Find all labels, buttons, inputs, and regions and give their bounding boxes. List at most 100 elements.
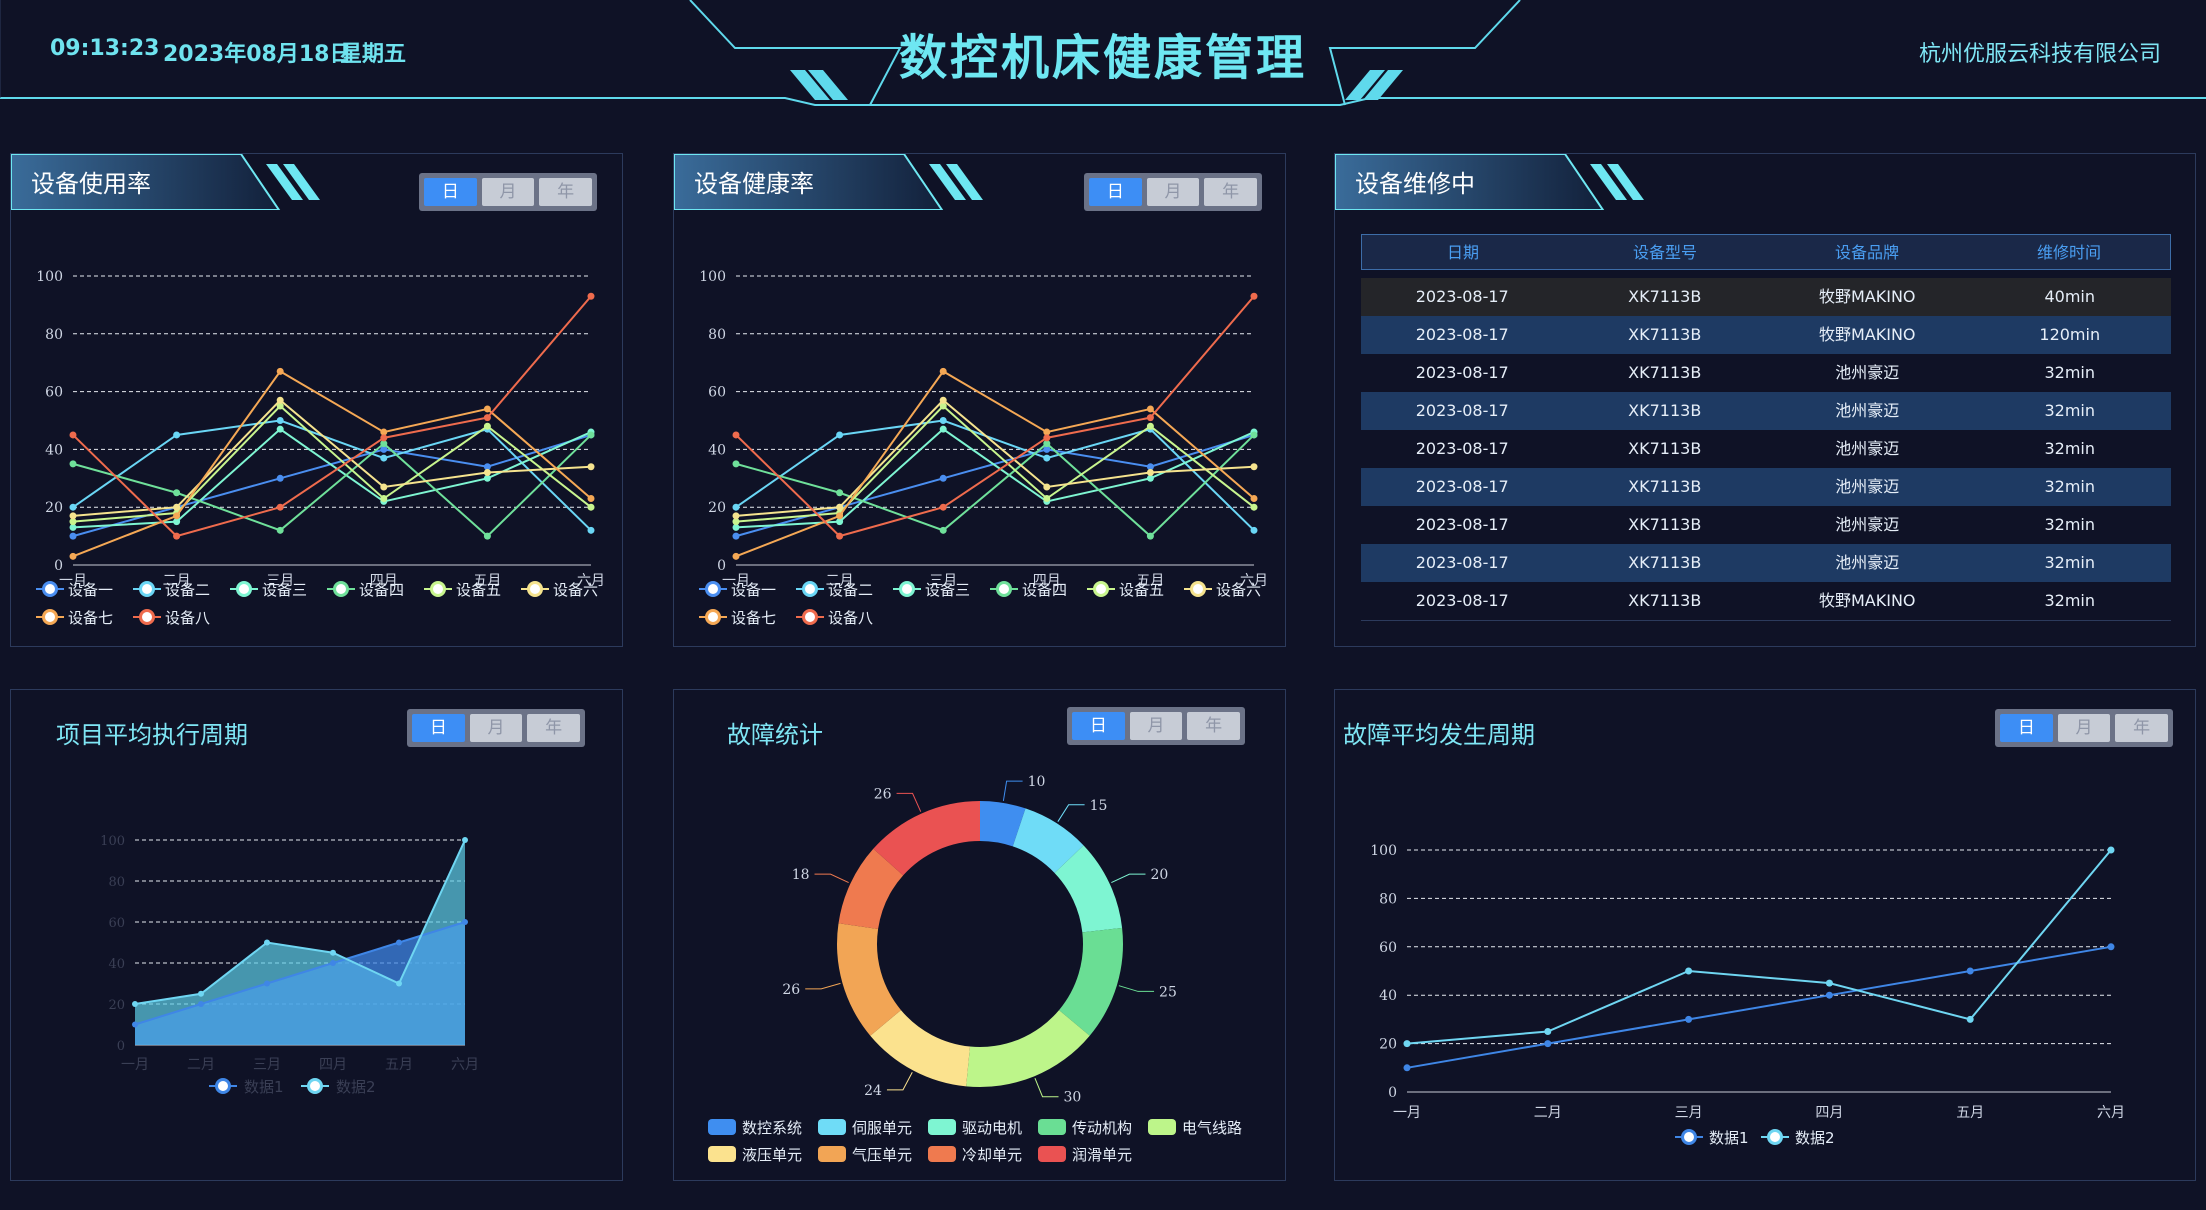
- x-tick-label: 六月: [451, 1057, 479, 1073]
- table-row[interactable]: 2023-08-17 XK7113B 池州豪迈 32min: [1361, 544, 2171, 582]
- data-point: [1043, 440, 1051, 448]
- day-button[interactable]: 日: [1089, 178, 1142, 206]
- data-point: [939, 417, 947, 424]
- legend-label: 设备八: [828, 609, 873, 627]
- month-button[interactable]: 月: [2057, 714, 2111, 742]
- page-title: 数控机床健康管理: [898, 30, 1307, 86]
- legend-marker: [996, 581, 1012, 597]
- day-button[interactable]: 日: [424, 178, 477, 206]
- table-row[interactable]: 2023-08-17 XK7113B 池州豪迈 32min: [1361, 468, 2171, 506]
- data-point: [380, 495, 388, 503]
- year-button[interactable]: 年: [1204, 178, 1258, 206]
- series-line: [72, 398, 592, 517]
- legend-label: 润滑单元: [1072, 1146, 1132, 1164]
- series-line: [735, 370, 1255, 558]
- legend-marker: [899, 581, 915, 597]
- legend-label: 设备一: [731, 581, 776, 599]
- data-point: [1043, 434, 1051, 442]
- table-row[interactable]: 2023-08-17 XK7113B 池州豪迈 32min: [1361, 392, 2171, 430]
- legend-swatch: [928, 1146, 956, 1162]
- year-button[interactable]: 年: [539, 178, 593, 206]
- cell-date: 2023-08-17: [1415, 515, 1509, 534]
- data-point: [1825, 979, 1833, 987]
- x-tick-label: 一月: [722, 573, 750, 589]
- table-row[interactable]: 2023-08-17 XK7113B 池州豪迈 32min: [1361, 354, 2171, 392]
- cell-model: XK7113B: [1628, 401, 1702, 420]
- y-tick-label: 20: [708, 500, 726, 516]
- cell-date: 2023-08-17: [1415, 439, 1509, 458]
- month-button[interactable]: 月: [1129, 712, 1183, 740]
- legend-swatch: [818, 1146, 846, 1162]
- usage-line-chart: 020406080100一月 二月 三月 四月 五月 六月设备一 设备二 设备三 设备四 设备五设…: [36, 269, 605, 627]
- data-point: [69, 503, 77, 511]
- table-row[interactable]: 2023-08-17 XK7113B 牧野MAKINO 32min: [1361, 582, 2171, 621]
- table-row[interactable]: 2023-08-17 XK7113B 池州豪迈 32min: [1361, 506, 2171, 544]
- series-line: [72, 434, 592, 538]
- data-point: [836, 518, 844, 526]
- cell-brand: 牧野MAKINO: [1818, 591, 1916, 610]
- table-row[interactable]: 2023-08-17 XK7113B 牧野MAKINO 120min: [1361, 316, 2171, 354]
- label-leader: [1111, 873, 1146, 884]
- slice-value-label: 25: [1159, 984, 1177, 1000]
- cell-date: 2023-08-17: [1415, 325, 1509, 344]
- x-tick-label: 三月: [253, 1057, 281, 1073]
- y-tick-label: 80: [45, 327, 63, 343]
- donut-slice: [870, 1010, 971, 1087]
- data-point: [173, 518, 181, 526]
- month-button[interactable]: 月: [481, 178, 535, 206]
- slice-value-label: 10: [1028, 774, 1046, 790]
- fault-cycle-panel: 故障平均发生周期 日 月 年 0 20 40 60 80 100 一月 二月 三月 四月 五月 六月数…: [1334, 689, 2196, 1181]
- data-point: [462, 837, 468, 843]
- legend-label: 设备三: [925, 581, 970, 599]
- legend-label: 数据2: [1795, 1129, 1835, 1147]
- legend-marker: [139, 609, 155, 625]
- table-row[interactable]: 2023-08-17 XK7113B 池州豪迈 32min: [1361, 430, 2171, 468]
- table-header: 日期 设备型号 设备品牌 维修时间: [1361, 234, 2171, 270]
- panel-title: 项目平均执行周期: [56, 721, 248, 749]
- data-point: [732, 523, 740, 531]
- day-button[interactable]: 日: [1072, 712, 1125, 740]
- data-point: [380, 428, 388, 436]
- panel-tab-decoration: [674, 154, 983, 210]
- data-point: [132, 1001, 138, 1007]
- label-leader: [1034, 1077, 1059, 1098]
- panel-title: 故障平均发生周期: [1343, 721, 1535, 749]
- clock-time: 09:13:23: [50, 36, 160, 61]
- label-leader: [1118, 985, 1155, 992]
- y-tick-label: 20: [108, 998, 125, 1013]
- legend-swatch: [708, 1146, 736, 1162]
- year-button[interactable]: 年: [1187, 712, 1241, 740]
- slice-value-label: 15: [1090, 798, 1108, 814]
- data-point: [1250, 292, 1258, 300]
- table-row[interactable]: 2023-08-17 XK7113B 牧野MAKINO 40min: [1361, 278, 2171, 316]
- health-line-chart: 020406080100一月 二月 三月 四月 五月 六月设备一 设备二 设备三 设备四 设备五设…: [699, 269, 1268, 627]
- legend-marker: [1093, 581, 1109, 597]
- period-switch: 日 月 年: [407, 709, 585, 747]
- data-point: [396, 980, 402, 987]
- data-point: [380, 454, 388, 462]
- cell-time: 32min: [2044, 477, 2096, 496]
- data-point: [69, 518, 77, 526]
- day-button[interactable]: 日: [2000, 714, 2053, 742]
- year-button[interactable]: 年: [2115, 714, 2169, 742]
- label-leader: [896, 792, 922, 812]
- data-point: [264, 980, 270, 987]
- legend-marker: [42, 609, 58, 625]
- month-button[interactable]: 月: [469, 714, 523, 742]
- header-date: 日期: [1446, 243, 1479, 262]
- legend-marker: [802, 609, 818, 625]
- slice-value-label: 26: [874, 786, 892, 802]
- data-point: [483, 463, 491, 471]
- x-tick-label: 三月: [929, 573, 957, 589]
- day-button[interactable]: 日: [412, 714, 465, 742]
- series-line: [735, 419, 1255, 532]
- year-button[interactable]: 年: [527, 714, 581, 742]
- cell-date: 2023-08-17: [1415, 553, 1509, 572]
- x-tick-label: 四月: [370, 573, 398, 589]
- month-button[interactable]: 月: [1146, 178, 1200, 206]
- health-panel: 设备健康率 日 月 年 0 20 40 60 80 100 一月 二月 三月 四月 五月 六月 设备一设…: [673, 153, 1286, 647]
- data-point: [276, 402, 284, 410]
- series-line: [72, 433, 592, 538]
- data-point: [732, 503, 740, 511]
- x-tick-label: 六月: [2097, 1105, 2125, 1121]
